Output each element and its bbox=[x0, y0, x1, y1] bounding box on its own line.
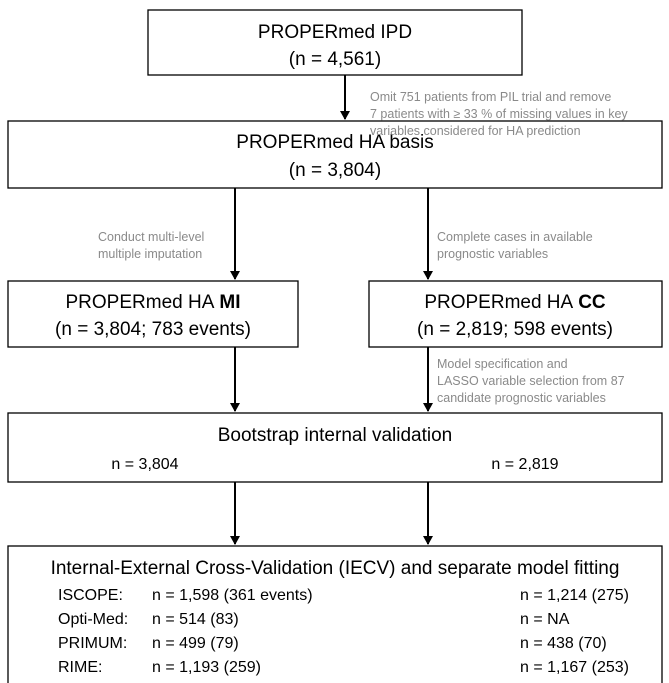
cohort-label: RIME: bbox=[58, 659, 102, 676]
box-cc bbox=[368, 280, 663, 348]
box-count: (n = 2,819; 598 events) bbox=[417, 319, 613, 340]
note-line: multiple imputation bbox=[98, 247, 202, 261]
box-title: Bootstrap internal validation bbox=[218, 425, 452, 446]
box-title-text: PROPERmed HA bbox=[424, 292, 573, 313]
cohort-count: n = 514 (83) bbox=[152, 611, 239, 628]
box-bootstrap bbox=[7, 412, 663, 483]
box-count: (n = 3,804) bbox=[289, 160, 381, 181]
box-basis bbox=[7, 120, 663, 189]
iecv-rows: ISCOPE: n = 1,598 (361 events) n = 1,214 (… bbox=[58, 587, 629, 676]
notes: Omit 751 patients from PIL trial and rem… bbox=[98, 90, 628, 405]
note-line: prognostic variables bbox=[437, 247, 548, 261]
note-line: Omit 751 patients from PIL trial and rem… bbox=[370, 90, 611, 104]
note-line: LASSO variable selection from 87 bbox=[437, 374, 625, 388]
box-title: PROPERmed IPD bbox=[258, 22, 412, 43]
cohort-count: n = 1,193 (259) bbox=[152, 659, 261, 676]
box-iecv bbox=[7, 545, 663, 683]
box-title-emphasis: MI bbox=[219, 292, 240, 313]
box-count: n = 3,804 bbox=[111, 456, 178, 473]
box-count: n = 2,819 bbox=[491, 456, 558, 473]
cohort-count: n = 1,598 (361 events) bbox=[152, 587, 313, 604]
box-count: (n = 4,561) bbox=[289, 49, 381, 70]
cohort-count: n = 438 (70) bbox=[520, 635, 607, 652]
box-count: (n = 3,804; 783 events) bbox=[55, 319, 251, 340]
box-title: Internal-External Cross-Validation (IECV… bbox=[51, 558, 620, 579]
cohort-label: ISCOPE: bbox=[58, 587, 123, 604]
cohort-count: n = NA bbox=[520, 611, 570, 628]
box-title: PROPERmed HA CC bbox=[424, 292, 606, 313]
box-title-emphasis: CC bbox=[578, 292, 606, 313]
box-mi bbox=[7, 280, 299, 348]
note-line: Complete cases in available bbox=[437, 230, 593, 244]
cohort-label: PRIMUM: bbox=[58, 635, 127, 652]
note-line: candidate prognostic variables bbox=[437, 391, 606, 405]
box-title: PROPERmed HA basis bbox=[236, 132, 433, 153]
cohort-label: Opti-Med: bbox=[58, 611, 128, 628]
note-line: variables considered for HA prediction bbox=[370, 124, 581, 138]
note-line: Conduct multi-level bbox=[98, 230, 204, 244]
cohort-count: n = 1,214 (275) bbox=[520, 587, 629, 604]
cohort-count: n = 499 (79) bbox=[152, 635, 239, 652]
note-line: 7 patients with ≥ 33 % of missing values… bbox=[370, 107, 628, 121]
box-title: PROPERmed HA MI bbox=[66, 292, 241, 313]
cohort-count: n = 1,167 (253) bbox=[520, 659, 629, 676]
box-ipd bbox=[147, 9, 523, 76]
note-line: Model specification and bbox=[437, 357, 568, 371]
box-title-text: PROPERmed HA bbox=[66, 292, 215, 313]
